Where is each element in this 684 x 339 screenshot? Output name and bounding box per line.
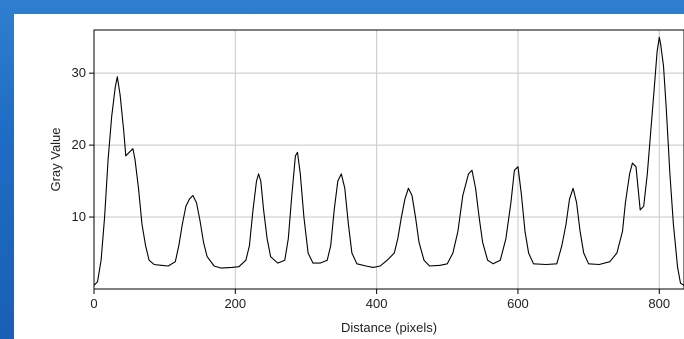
y-tick-label: 10	[72, 209, 86, 224]
x-tick-label: 400	[366, 296, 388, 311]
x-tick-label: 200	[224, 296, 246, 311]
x-axis-label: Distance (pixels)	[341, 320, 437, 335]
axis-ticks: 0 200 400 600 800 10 20 30	[72, 65, 671, 311]
y-tick-label: 20	[72, 137, 86, 152]
x-tick-label: 0	[90, 296, 97, 311]
series-line	[93, 36, 684, 286]
y-axis-label: Gray Value	[48, 127, 63, 191]
profile-plot: 0 200 400 600 800 10 20 30 Distance (pixels) Gr…	[48, 29, 684, 335]
plot-window: 0 200 400 600 800 10 20 30 Distance (pixels) Gr…	[14, 14, 684, 339]
plot-frame	[93, 29, 684, 290]
x-tick-label: 600	[507, 296, 529, 311]
y-tick-label: 30	[72, 65, 86, 80]
x-tick-label: 800	[648, 296, 670, 311]
grid-lines	[94, 30, 684, 289]
